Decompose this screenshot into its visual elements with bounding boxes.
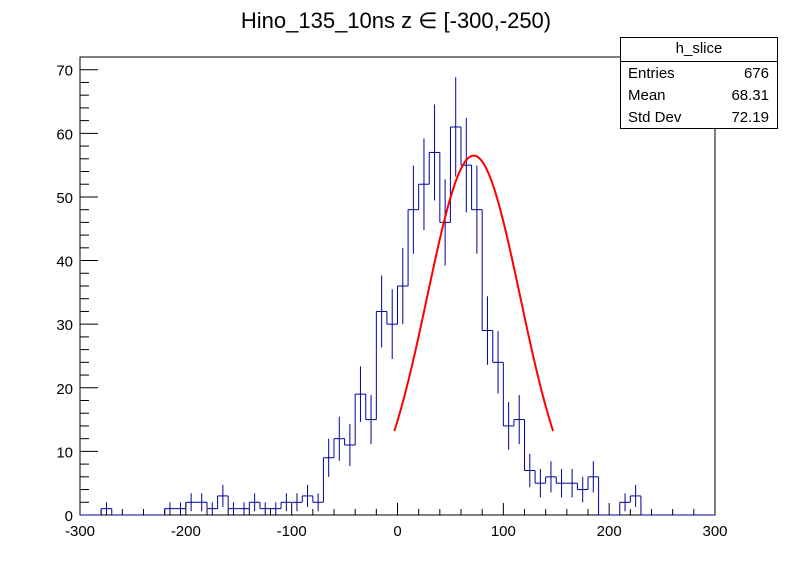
stats-label: Mean — [628, 87, 666, 104]
stats-row-entries: Entries 676 — [621, 62, 777, 84]
x-tick-label: 0 — [393, 523, 401, 540]
stats-box-title: h_slice — [621, 38, 777, 62]
y-tick-label: 20 — [56, 381, 73, 398]
stats-value: 68.31 — [731, 87, 769, 104]
y-tick-label: 10 — [56, 444, 73, 461]
x-tick-label: -100 — [277, 523, 307, 540]
stats-box: h_slice Entries 676 Mean 68.31 Std Dev 7… — [620, 37, 778, 129]
stats-row-stddev: Std Dev 72.19 — [621, 106, 777, 128]
x-tick-label: 300 — [702, 523, 727, 540]
x-tick-label: 100 — [491, 523, 516, 540]
x-tick-label: -300 — [65, 523, 95, 540]
y-tick-label: 60 — [56, 126, 73, 143]
y-tick-label: 70 — [56, 63, 73, 80]
stats-label: Entries — [628, 65, 675, 82]
y-tick-label: 40 — [56, 254, 73, 271]
gaussian-fit-curve — [393, 154, 555, 432]
chart-title: Hino_135_10ns z ∈ [-300,-250) — [241, 8, 551, 33]
x-tick-label: -200 — [171, 523, 201, 540]
stats-label: Std Dev — [628, 109, 682, 126]
y-tick-label: 50 — [56, 190, 73, 207]
x-tick-label: 200 — [597, 523, 622, 540]
y-tick-label: 0 — [65, 508, 73, 525]
stats-value: 676 — [743, 65, 769, 82]
stats-row-mean: Mean 68.31 — [621, 84, 777, 106]
stats-value: 72.19 — [731, 109, 769, 126]
y-tick-label: 30 — [56, 317, 73, 334]
